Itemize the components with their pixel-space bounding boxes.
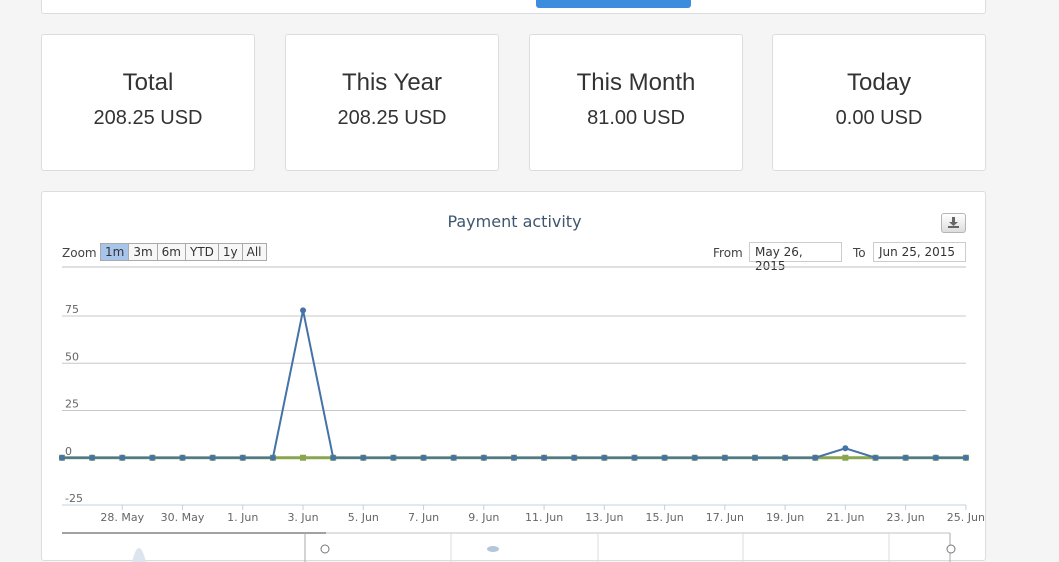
- top-panel: [41, 0, 986, 14]
- data-point: [782, 454, 789, 461]
- data-point: [661, 454, 668, 461]
- data-point: [300, 307, 307, 314]
- y-tick-label: -25: [65, 492, 83, 505]
- data-point: [179, 454, 186, 461]
- data-point: [209, 454, 216, 461]
- x-tick-label: 25. Jun: [947, 511, 985, 524]
- zoom-ytd-button[interactable]: YTD: [184, 243, 219, 261]
- data-point: [902, 454, 909, 461]
- stat-value: 208.25 USD: [337, 107, 447, 129]
- series-line: [62, 310, 966, 459]
- stat-title: Today: [846, 69, 912, 96]
- x-tick-label: 19. Jun: [766, 511, 804, 524]
- x-tick-label: 28. May: [100, 511, 144, 524]
- x-tick-label: 7. Jun: [408, 511, 439, 524]
- navigator-series: [487, 546, 499, 552]
- zoom-3m-button[interactable]: 3m: [128, 243, 158, 261]
- download-icon: [948, 217, 959, 228]
- navigator-handle-right: [946, 544, 956, 554]
- payment-activity-chart: 75 50 25 0 -25 28. May 30. May 1. Jun 3. Jun 5. …: [59, 266, 985, 562]
- data-point: [119, 454, 126, 461]
- export-button[interactable]: [941, 213, 966, 233]
- stat-title: Total: [122, 69, 174, 96]
- data-point: [59, 454, 65, 461]
- data-point: [751, 454, 758, 461]
- to-label: To: [853, 246, 866, 260]
- data-point: [962, 454, 969, 461]
- x-tick-label: 30. May: [161, 511, 205, 524]
- y-tick-label: 0: [65, 445, 72, 458]
- zoom-6m-button[interactable]: 6m: [156, 243, 186, 261]
- stat-card-today: Today 0.00 USD: [772, 34, 986, 171]
- stat-value: 208.25 USD: [93, 107, 203, 129]
- stat-card-this-month: This Month 81.00 USD: [529, 34, 743, 171]
- data-point: [239, 454, 246, 461]
- data-point: [601, 454, 608, 461]
- x-tick-label: 11. Jun: [525, 511, 563, 524]
- top-action-button[interactable]: [536, 0, 691, 8]
- data-point: [480, 454, 487, 461]
- stat-title: This Month: [576, 69, 696, 96]
- data-point: [450, 454, 457, 461]
- data-point: [691, 454, 698, 461]
- payment-activity-panel: Payment activity Zoom 1m 3m 6m YTD 1y Al…: [41, 191, 986, 562]
- x-tick-label: 17. Jun: [706, 511, 744, 524]
- zoom-button-group: 1m 3m 6m YTD 1y All: [100, 243, 267, 261]
- y-tick-label: 50: [65, 350, 79, 363]
- stat-card-total: Total 208.25 USD: [41, 34, 255, 171]
- data-point: [510, 454, 517, 461]
- zoom-1y-button[interactable]: 1y: [217, 243, 243, 261]
- data-point: [872, 454, 879, 461]
- zoom-label: Zoom: [62, 246, 97, 260]
- x-tick-label: 1. Jun: [227, 511, 258, 524]
- navigator[interactable]: [62, 532, 956, 562]
- data-point: [571, 454, 578, 461]
- x-tick-label: 13. Jun: [585, 511, 623, 524]
- data-point: [300, 454, 307, 461]
- zoom-all-button[interactable]: All: [241, 243, 267, 261]
- y-tick-label: 25: [65, 398, 79, 411]
- chart-title: Payment activity: [447, 212, 582, 231]
- x-tick-label: 21. Jun: [826, 511, 864, 524]
- data-point: [420, 454, 427, 461]
- x-tick-label: 5. Jun: [348, 511, 379, 524]
- from-date-input[interactable]: May 26, 2015: [749, 242, 842, 273]
- data-point: [541, 454, 548, 461]
- data-point: [269, 454, 276, 461]
- data-point: [812, 454, 819, 461]
- data-point: [842, 454, 849, 461]
- data-point: [149, 454, 156, 461]
- stat-card-this-year: This Year 208.25 USD: [285, 34, 499, 171]
- data-point: [360, 454, 367, 461]
- x-tick-label: 15. Jun: [646, 511, 684, 524]
- navigator-handle-left: [320, 544, 330, 554]
- data-point: [932, 454, 939, 461]
- stat-title: This Year: [341, 69, 443, 96]
- data-point: [631, 454, 638, 461]
- stat-value: 0.00 USD: [835, 107, 923, 129]
- data-point: [330, 454, 337, 461]
- data-point: [842, 445, 849, 452]
- data-point: [390, 454, 397, 461]
- stat-value: 81.00 USD: [587, 107, 685, 129]
- x-tick-label: 9. Jun: [468, 511, 499, 524]
- x-tick-label: 23. Jun: [887, 511, 925, 524]
- data-point: [89, 454, 96, 461]
- data-point: [721, 454, 728, 461]
- y-tick-label: 75: [65, 303, 79, 316]
- navigator-series: [132, 548, 146, 562]
- x-tick-label: 3. Jun: [287, 511, 318, 524]
- to-date-input[interactable]: Jun 25, 2015: [873, 242, 966, 262]
- from-label: From: [713, 246, 743, 260]
